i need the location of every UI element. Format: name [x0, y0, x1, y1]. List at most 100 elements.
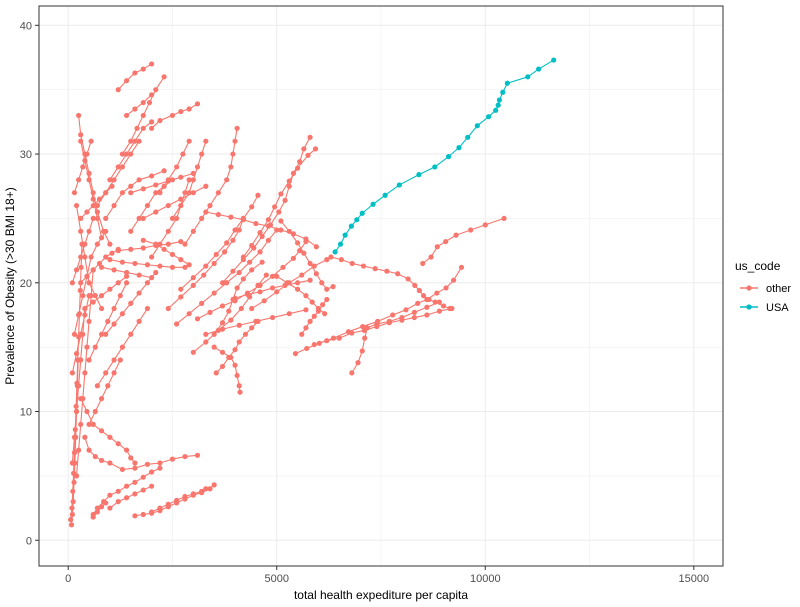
data-point-other: [312, 146, 319, 152]
data-point-other: [230, 268, 236, 274]
data-point-other: [119, 344, 126, 350]
data-point-other: [403, 307, 409, 313]
data-point-other: [98, 504, 105, 510]
data-point-other: [123, 273, 130, 279]
data-point-other: [303, 236, 309, 242]
data-point-other: [236, 322, 242, 328]
data-point-other: [304, 345, 310, 352]
data-point-other: [420, 260, 426, 267]
legend-label-other: other: [766, 283, 791, 295]
x-tick-label: 15000: [679, 573, 710, 585]
data-point-other: [236, 227, 242, 233]
data-point-other: [144, 461, 151, 467]
data-point-other: [117, 357, 123, 363]
series-other: [115, 61, 155, 93]
data-point-other: [128, 228, 134, 234]
data-point-other: [128, 190, 134, 196]
data-point-other: [161, 246, 167, 252]
series-line-other: [242, 148, 316, 258]
data-point-other: [174, 321, 180, 327]
data-point-other: [278, 191, 284, 197]
data-point-other: [411, 314, 417, 321]
data-point-other: [207, 486, 213, 492]
data-point-other: [73, 267, 80, 273]
data-point-other: [251, 245, 257, 251]
legend-key-point-usa: [746, 304, 752, 310]
series-usa: [332, 57, 557, 255]
series-other: [420, 215, 507, 267]
data-point-other: [424, 304, 430, 310]
legend-title: us_code: [735, 259, 781, 273]
data-point-other: [140, 215, 146, 222]
data-point-other: [82, 254, 88, 260]
data-point-other: [405, 276, 411, 282]
data-point-other: [186, 138, 192, 144]
data-point-other: [96, 260, 103, 267]
data-point-usa: [359, 210, 365, 216]
series-line-other: [92, 502, 107, 518]
data-point-other: [199, 151, 205, 157]
data-point-other: [73, 434, 79, 440]
series-line-other: [176, 229, 278, 325]
data-point-other: [434, 244, 440, 250]
data-point-other: [434, 290, 440, 296]
y-tick-label: 40: [20, 20, 32, 32]
data-point-other: [269, 273, 276, 279]
data-point-other: [178, 108, 184, 115]
data-point-other: [322, 311, 328, 317]
data-point-other: [132, 460, 138, 466]
data-point-other: [395, 271, 401, 277]
data-point-other: [199, 215, 205, 222]
y-tick-label: 10: [20, 407, 32, 419]
data-point-other: [249, 204, 255, 210]
data-point-other: [219, 303, 226, 309]
data-point-other: [436, 308, 442, 314]
data-point-other: [190, 349, 196, 355]
data-point-other: [153, 182, 159, 188]
data-point-other: [98, 428, 105, 434]
data-point-other: [107, 492, 113, 498]
series-other: [107, 119, 155, 183]
data-point-other: [324, 296, 330, 303]
data-point-other: [303, 325, 309, 331]
data-point-other: [415, 300, 421, 306]
data-point-other: [76, 177, 82, 183]
data-point-other: [261, 298, 267, 304]
data-point-other: [440, 303, 447, 309]
data-point-other: [182, 493, 188, 500]
data-point-other: [360, 263, 367, 269]
data-point-other: [94, 241, 100, 247]
series-line-other: [205, 211, 317, 248]
data-point-other: [449, 305, 455, 312]
data-point-other: [278, 227, 284, 233]
data-point-other: [269, 285, 276, 291]
data-point-other: [411, 309, 417, 315]
series-other: [299, 296, 330, 337]
data-point-other: [157, 117, 163, 124]
data-point-other: [107, 505, 113, 511]
data-point-usa: [445, 154, 452, 160]
data-point-other: [94, 505, 100, 511]
series-other: [98, 264, 155, 281]
data-point-other: [161, 168, 167, 174]
data-point-other: [86, 280, 92, 286]
data-point-other: [111, 321, 117, 327]
data-point-other: [282, 197, 288, 203]
data-point-other: [203, 331, 209, 337]
series-other: [94, 305, 151, 389]
data-point-other: [190, 275, 196, 281]
data-point-other: [311, 263, 317, 269]
series-other: [140, 237, 192, 268]
data-point-other: [132, 260, 138, 267]
data-point-other: [76, 447, 82, 453]
data-point-other: [107, 286, 113, 292]
data-point-other: [399, 317, 405, 323]
data-point-other: [123, 151, 130, 157]
data-point-other: [165, 178, 171, 184]
data-point-other: [98, 457, 105, 464]
data-point-other: [78, 254, 84, 260]
data-point-other: [128, 455, 134, 461]
data-point-other: [255, 192, 261, 198]
data-point-other: [278, 218, 284, 224]
